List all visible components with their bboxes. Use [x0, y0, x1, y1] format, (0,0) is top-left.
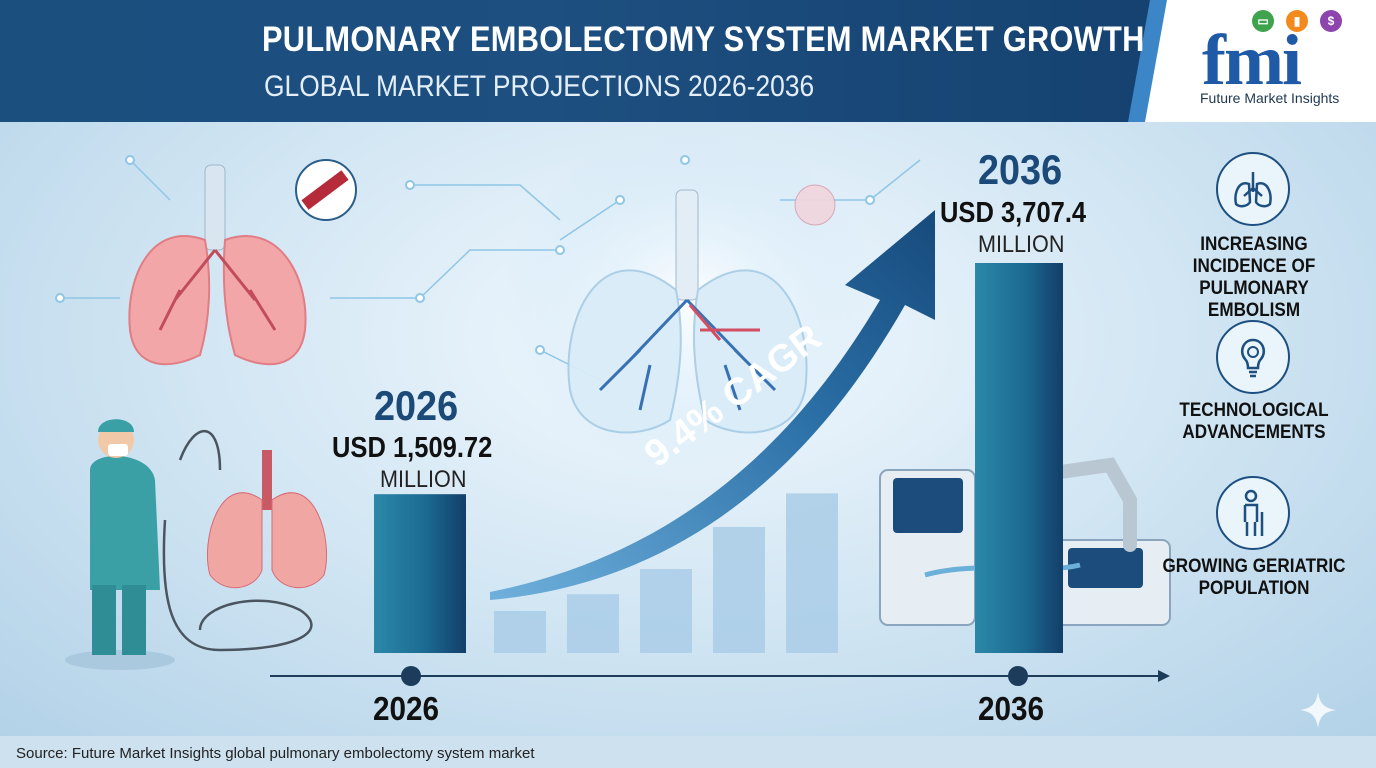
end-unit-label: MILLION [978, 231, 1065, 258]
chart-title: PULMONARY EMBOLECTOMY SYSTEM MARKET GROW… [262, 20, 1145, 59]
surgical-robot-illustration [879, 457, 1171, 626]
sparkle-icon [1300, 692, 1336, 728]
axis-marker-2026 [401, 666, 421, 686]
catheter-tube [162, 429, 313, 652]
logo-monitor-dot: ▭ [1252, 10, 1274, 32]
logo-dollar-dot: $ [1320, 10, 1342, 32]
bar-2026 [374, 494, 466, 653]
growth-arrow [490, 210, 935, 600]
bar-intermediate [786, 493, 838, 653]
bar-intermediate [567, 594, 619, 653]
bar-intermediate [713, 527, 765, 653]
x-axis-label-start: 2026 [373, 690, 440, 727]
axis-marker-2036 [1008, 666, 1028, 686]
header-banner: PULMONARY EMBOLECTOMY SYSTEM MARKET GROW… [0, 0, 1376, 122]
logo-caption: Future Market Insights [1200, 90, 1340, 106]
end-year-label: 2036 [978, 146, 1063, 193]
start-value-label: USD 1,509.72 [332, 432, 493, 464]
lungs-icon [1216, 152, 1290, 226]
end-value-label: USD 3,707.4 [940, 197, 1087, 229]
chart-subtitle: GLOBAL MARKET PROJECTIONS 2026-2036 [264, 70, 815, 103]
bar-intermediate [640, 569, 692, 653]
driver-text-3: GROWING GERIATRIC POPULATION [1162, 556, 1346, 599]
bar-2036 [975, 263, 1063, 653]
driver-text-2: TECHNOLOGICAL ADVANCEMENTS [1179, 400, 1329, 443]
start-year-label: 2026 [374, 382, 459, 429]
gear-bulb-icon [1216, 320, 1290, 394]
logo-chart-dot: ▮ [1286, 10, 1308, 32]
fmi-logo: ▭ ▮ $ fmi Future Market Insights [1190, 10, 1362, 114]
elderly-person-icon [1216, 476, 1290, 550]
footer-bar [0, 736, 1376, 768]
driver-text-1: INCREASING INCIDENCE OF PULMONARY EMBOLI… [1192, 234, 1316, 321]
x-axis-label-end: 2036 [978, 690, 1045, 727]
x-axis-arrowhead [1158, 670, 1170, 682]
source-note: Source: Future Market Insights global pu… [16, 745, 535, 762]
logo-wordmark: fmi [1202, 20, 1302, 100]
circuit-nodes [55, 155, 875, 355]
lungs-illustration-center [567, 184, 836, 434]
start-unit-label: MILLION [380, 466, 467, 493]
bar-intermediate [494, 611, 546, 653]
surgeon-illustration [65, 419, 175, 670]
lungs-illustration-left [128, 159, 357, 366]
small-lungs-illustration [206, 450, 328, 589]
